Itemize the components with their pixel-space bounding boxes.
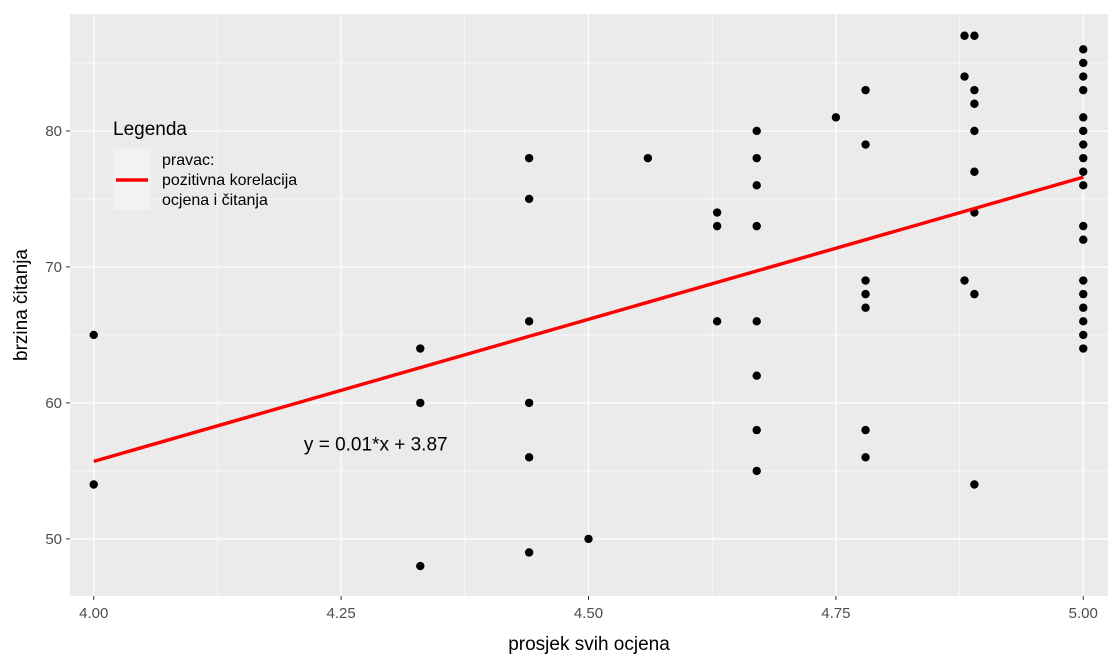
- data-point: [861, 289, 870, 299]
- data-point: [752, 153, 761, 163]
- data-point: [970, 167, 979, 176]
- x-tick-label: 4.25: [327, 605, 356, 622]
- data-point: [1079, 276, 1088, 285]
- data-point: [712, 208, 722, 217]
- y-tick-label: 60: [45, 395, 62, 412]
- data-point: [89, 480, 98, 489]
- data-point: [752, 181, 761, 190]
- data-point: [1079, 235, 1088, 244]
- legend: Legenda pravac: pozitivna korelacija ocj…: [113, 119, 297, 210]
- x-axis-ticks: 4.00 4.25 4.50 4.75 5.00: [79, 596, 1098, 622]
- y-axis-ticks: 50 60 70 80: [45, 123, 70, 548]
- data-point: [416, 344, 425, 353]
- data-point: [960, 31, 969, 40]
- legend-title: Legenda: [113, 119, 187, 140]
- data-point: [831, 113, 841, 122]
- y-axis-title: brzina čitanja: [11, 249, 32, 361]
- data-point: [712, 221, 722, 231]
- equation-annotation: y = 0.01*x + 3.87: [304, 435, 448, 456]
- data-point: [1079, 113, 1088, 122]
- data-point: [752, 425, 761, 435]
- x-tick-label: 4.00: [79, 605, 108, 622]
- data-point: [1079, 289, 1088, 299]
- data-point: [1079, 167, 1088, 176]
- data-point: [1079, 85, 1088, 95]
- data-point: [524, 398, 534, 408]
- legend-label-line-3: ocjena i čitanja: [162, 192, 268, 209]
- data-point: [752, 371, 761, 380]
- legend-label-line-1: pravac:: [162, 152, 214, 169]
- data-point: [960, 276, 969, 285]
- y-tick-label: 50: [45, 531, 62, 548]
- data-point: [960, 72, 969, 81]
- data-point: [1079, 72, 1088, 81]
- data-point: [970, 31, 979, 40]
- data-point: [524, 453, 534, 462]
- x-tick-label: 5.00: [1069, 605, 1098, 622]
- data-point: [584, 534, 593, 544]
- data-point: [416, 398, 425, 408]
- data-point: [970, 99, 979, 108]
- data-point: [752, 221, 761, 231]
- x-tick-label: 4.50: [574, 605, 603, 622]
- data-point: [524, 153, 534, 163]
- x-tick-label: 4.75: [821, 605, 850, 622]
- data-point: [1079, 140, 1088, 149]
- data-point: [861, 85, 870, 95]
- data-point: [524, 548, 534, 557]
- data-points: [89, 31, 1088, 571]
- data-point: [1079, 221, 1088, 231]
- data-point: [752, 126, 761, 136]
- data-point: [1079, 330, 1088, 340]
- data-point: [861, 303, 870, 312]
- data-point: [1079, 45, 1088, 54]
- data-point: [89, 330, 98, 340]
- data-point: [1079, 303, 1088, 312]
- data-point: [712, 317, 722, 326]
- data-point: [416, 561, 425, 571]
- data-point: [524, 194, 534, 204]
- data-point: [1079, 58, 1088, 68]
- data-point: [970, 85, 979, 95]
- data-point: [970, 480, 979, 489]
- data-point: [861, 140, 870, 149]
- data-point: [970, 126, 979, 136]
- data-point: [1079, 126, 1088, 136]
- data-point: [1079, 153, 1088, 163]
- data-point: [524, 317, 534, 326]
- regression-line: [93, 175, 1084, 464]
- legend-label-line-2: pozitivna korelacija: [162, 172, 297, 189]
- data-point: [970, 289, 979, 299]
- data-point: [1079, 181, 1088, 190]
- y-tick-label: 70: [45, 259, 62, 276]
- data-point: [861, 425, 870, 435]
- data-point: [861, 453, 870, 462]
- x-axis-title: prosjek svih ocjena: [508, 634, 670, 655]
- data-point: [1079, 317, 1088, 326]
- y-tick-label: 80: [45, 123, 62, 140]
- data-point: [861, 276, 870, 285]
- data-point: [752, 466, 761, 476]
- data-point: [1079, 344, 1088, 353]
- data-point: [643, 153, 653, 163]
- data-point: [752, 317, 761, 326]
